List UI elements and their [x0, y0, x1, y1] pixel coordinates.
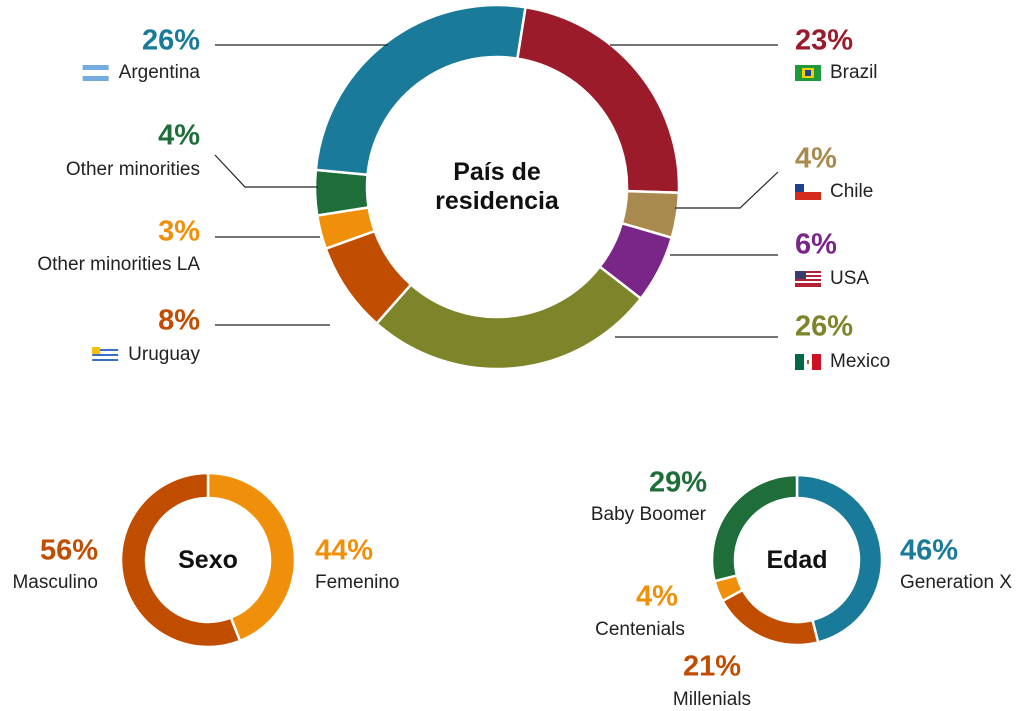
flag-part: [795, 354, 804, 370]
flag-icon: [82, 65, 109, 81]
category-label: Millenials: [673, 689, 751, 710]
value-label: 26%: [142, 25, 200, 57]
value-label: 21%: [683, 651, 741, 683]
value-label: 8%: [158, 305, 200, 337]
value-label: 4%: [795, 143, 837, 175]
category-label: Uruguay: [128, 344, 200, 365]
donut-slice: [313, 168, 371, 217]
flag-part: [92, 347, 101, 354]
donut-slice: [710, 473, 799, 583]
category-label: Brazil: [830, 62, 878, 83]
flag-part: [795, 273, 821, 275]
flag-part: [795, 277, 821, 279]
value-label: 46%: [900, 535, 958, 567]
category-label: Masculino: [12, 572, 98, 593]
value-label: 44%: [315, 535, 373, 567]
flag-part: [82, 76, 109, 81]
donut-slice: [314, 3, 527, 177]
leader-line: [675, 171, 779, 209]
category-label: Argentina: [119, 62, 201, 83]
category-label: Other minorities: [66, 159, 200, 180]
category-label: Chile: [830, 181, 873, 202]
flag-part: [82, 65, 109, 70]
value-label: 3%: [158, 216, 200, 248]
chart-title: Edad: [766, 545, 828, 574]
value-label: 23%: [795, 25, 853, 57]
flag-part: [807, 360, 809, 364]
category-label: Other minorities LA: [37, 254, 200, 275]
flag-icon: [795, 271, 821, 287]
flag-part: [812, 354, 821, 370]
leader-line: [214, 154, 318, 188]
flag-part: [795, 281, 821, 283]
donut-slice: [374, 264, 643, 371]
chart-title: País de residencia: [435, 158, 559, 215]
flag-icon: [92, 347, 119, 363]
category-label: Mexico: [830, 351, 890, 372]
category-label: Generation X: [900, 572, 1012, 593]
flag-part: [92, 354, 119, 356]
category-label: USA: [830, 268, 869, 289]
flag-part: [82, 70, 109, 76]
flag-part: [795, 271, 806, 279]
flag-part: [795, 184, 804, 192]
value-label: 4%: [158, 120, 200, 152]
chart-title: Sexo: [178, 545, 238, 574]
value-label: 4%: [636, 581, 678, 613]
donut-slice: [720, 588, 820, 647]
flag-part: [805, 70, 811, 76]
category-label: Femenino: [315, 572, 400, 593]
category-label: Centenials: [595, 619, 685, 640]
value-label: 29%: [649, 467, 707, 499]
flag-icon: [795, 65, 821, 81]
donut-slice: [119, 471, 242, 649]
flag-part: [795, 192, 821, 200]
flag-part: [92, 359, 119, 361]
category-label: Baby Boomer: [591, 504, 707, 525]
flag-icon: [795, 184, 821, 200]
value-label: 6%: [795, 229, 837, 261]
value-label: 26%: [795, 311, 853, 343]
flag-icon: [795, 354, 821, 370]
flag-part: [795, 184, 821, 192]
flag-part: [92, 349, 119, 351]
value-label: 56%: [40, 535, 98, 567]
